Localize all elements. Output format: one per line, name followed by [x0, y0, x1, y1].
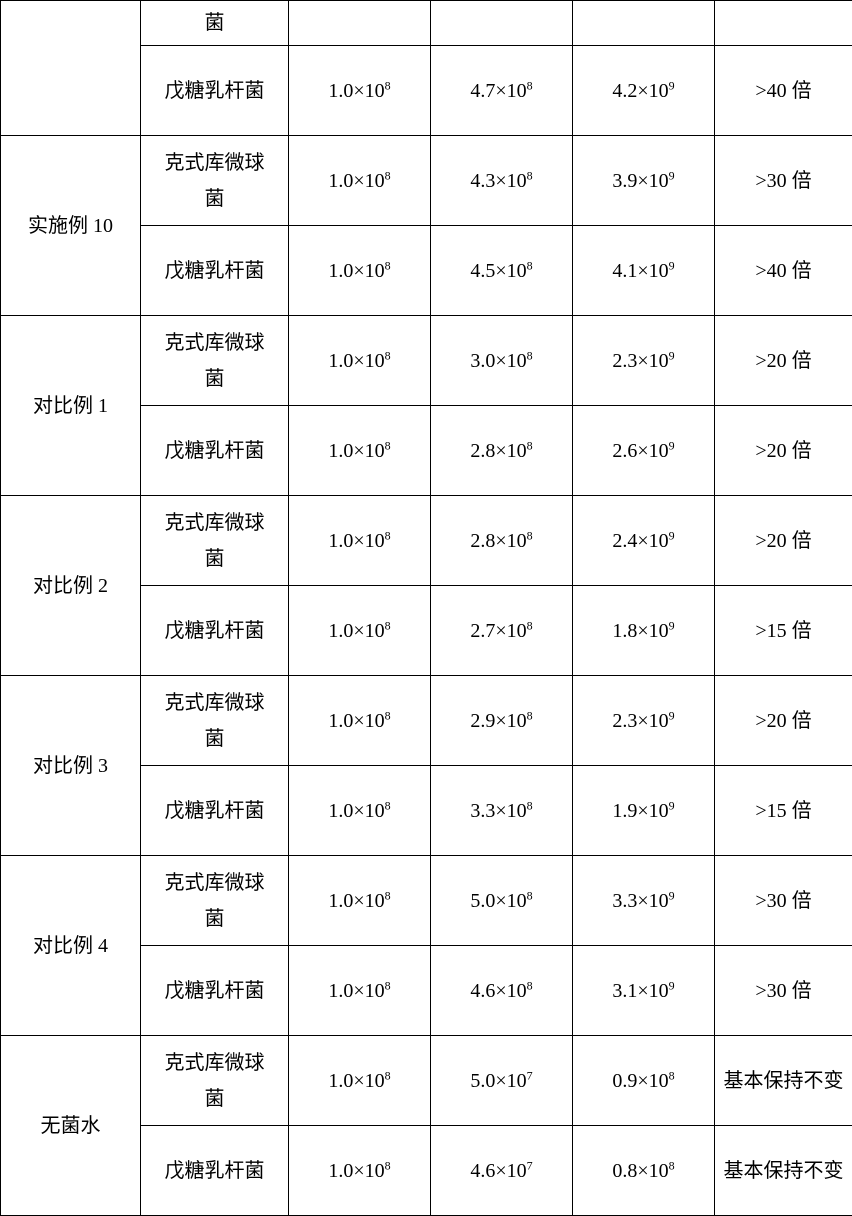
v3-cell [573, 1, 715, 46]
group-label-cell: 无菌水 [1, 1036, 141, 1216]
v3-cell: 1.8×109 [573, 586, 715, 676]
multiplier-cell: >15 倍 [715, 586, 852, 676]
bacteria-cell: 戊糖乳杆菌 [141, 1126, 289, 1216]
v3-cell: 3.3×109 [573, 856, 715, 946]
table-row: 对比例 2克式库微球菌1.0×1082.8×1082.4×109>20 倍 [1, 496, 852, 586]
multiplier-cell: >20 倍 [715, 676, 852, 766]
v3-cell: 2.6×109 [573, 406, 715, 496]
v2-cell: 2.8×108 [431, 406, 573, 496]
v3-cell: 3.9×109 [573, 136, 715, 226]
bacteria-cell: 戊糖乳杆菌 [141, 766, 289, 856]
table-row: 对比例 1克式库微球菌1.0×1083.0×1082.3×109>20 倍 [1, 316, 852, 406]
v2-cell: 4.7×108 [431, 46, 573, 136]
multiplier-cell: >15 倍 [715, 766, 852, 856]
multiplier-cell: >30 倍 [715, 946, 852, 1036]
table-body: 菌戊糖乳杆菌1.0×1084.7×1084.2×109>40 倍实施例 10克式… [1, 1, 852, 1216]
v2-cell: 4.6×107 [431, 1126, 573, 1216]
v1-cell: 1.0×108 [289, 1036, 431, 1126]
table-row: 实施例 10克式库微球菌1.0×1084.3×1083.9×109>30 倍 [1, 136, 852, 226]
table-row: 菌 [1, 1, 852, 46]
v1-cell: 1.0×108 [289, 586, 431, 676]
v2-cell: 4.3×108 [431, 136, 573, 226]
bacteria-cell: 戊糖乳杆菌 [141, 946, 289, 1036]
v1-cell: 1.0×108 [289, 46, 431, 136]
group-label-cell: 对比例 2 [1, 496, 141, 676]
v2-cell: 2.7×108 [431, 586, 573, 676]
bacteria-cell: 克式库微球菌 [141, 676, 289, 766]
v1-cell: 1.0×108 [289, 676, 431, 766]
multiplier-cell: >20 倍 [715, 406, 852, 496]
bacteria-cell: 戊糖乳杆菌 [141, 226, 289, 316]
v2-cell: 4.5×108 [431, 226, 573, 316]
v1-cell: 1.0×108 [289, 316, 431, 406]
table-row: 对比例 3克式库微球菌1.0×1082.9×1082.3×109>20 倍 [1, 676, 852, 766]
v1-cell: 1.0×108 [289, 856, 431, 946]
v1-cell: 1.0×108 [289, 226, 431, 316]
bacteria-cell: 戊糖乳杆菌 [141, 46, 289, 136]
v2-cell: 2.8×108 [431, 496, 573, 586]
v3-cell: 4.1×109 [573, 226, 715, 316]
v2-cell: 3.0×108 [431, 316, 573, 406]
group-label-cell: 对比例 3 [1, 676, 141, 856]
multiplier-cell: 基本保持不变 [715, 1126, 852, 1216]
v1-cell: 1.0×108 [289, 1126, 431, 1216]
bacteria-cell: 戊糖乳杆菌 [141, 586, 289, 676]
bacteria-cell: 戊糖乳杆菌 [141, 406, 289, 496]
v3-cell: 2.3×109 [573, 316, 715, 406]
v2-cell: 2.9×108 [431, 676, 573, 766]
v1-cell: 1.0×108 [289, 496, 431, 586]
bacteria-cell: 克式库微球菌 [141, 496, 289, 586]
v2-cell: 5.0×107 [431, 1036, 573, 1126]
table-row: 对比例 4克式库微球菌1.0×1085.0×1083.3×109>30 倍 [1, 856, 852, 946]
v3-cell: 4.2×109 [573, 46, 715, 136]
v1-cell: 1.0×108 [289, 946, 431, 1036]
multiplier-cell: >40 倍 [715, 226, 852, 316]
multiplier-cell: 基本保持不变 [715, 1036, 852, 1126]
v2-cell: 5.0×108 [431, 856, 573, 946]
v2-cell [431, 1, 573, 46]
bacteria-cell: 克式库微球菌 [141, 1036, 289, 1126]
v3-cell: 2.4×109 [573, 496, 715, 586]
v1-cell: 1.0×108 [289, 406, 431, 496]
v2-cell: 4.6×108 [431, 946, 573, 1036]
v1-cell [289, 1, 431, 46]
v3-cell: 1.9×109 [573, 766, 715, 856]
v3-cell: 0.8×108 [573, 1126, 715, 1216]
multiplier-cell [715, 1, 852, 46]
multiplier-cell: >40 倍 [715, 46, 852, 136]
v3-cell: 3.1×109 [573, 946, 715, 1036]
multiplier-cell: >20 倍 [715, 496, 852, 586]
bacteria-cell: 克式库微球菌 [141, 136, 289, 226]
group-label-cell: 实施例 10 [1, 136, 141, 316]
group-label-cell: 对比例 1 [1, 316, 141, 496]
multiplier-cell: >30 倍 [715, 856, 852, 946]
bacteria-cell: 克式库微球菌 [141, 856, 289, 946]
multiplier-cell: >30 倍 [715, 136, 852, 226]
table-row: 无菌水克式库微球菌1.0×1085.0×1070.9×108基本保持不变 [1, 1036, 852, 1126]
multiplier-cell: >20 倍 [715, 316, 852, 406]
v2-cell: 3.3×108 [431, 766, 573, 856]
bacteria-cell: 克式库微球菌 [141, 316, 289, 406]
bacteria-cell: 菌 [141, 1, 289, 46]
v3-cell: 2.3×109 [573, 676, 715, 766]
v1-cell: 1.0×108 [289, 136, 431, 226]
group-label-cell [1, 1, 141, 136]
v3-cell: 0.9×108 [573, 1036, 715, 1126]
data-table: 菌戊糖乳杆菌1.0×1084.7×1084.2×109>40 倍实施例 10克式… [0, 0, 852, 1216]
v1-cell: 1.0×108 [289, 766, 431, 856]
group-label-cell: 对比例 4 [1, 856, 141, 1036]
